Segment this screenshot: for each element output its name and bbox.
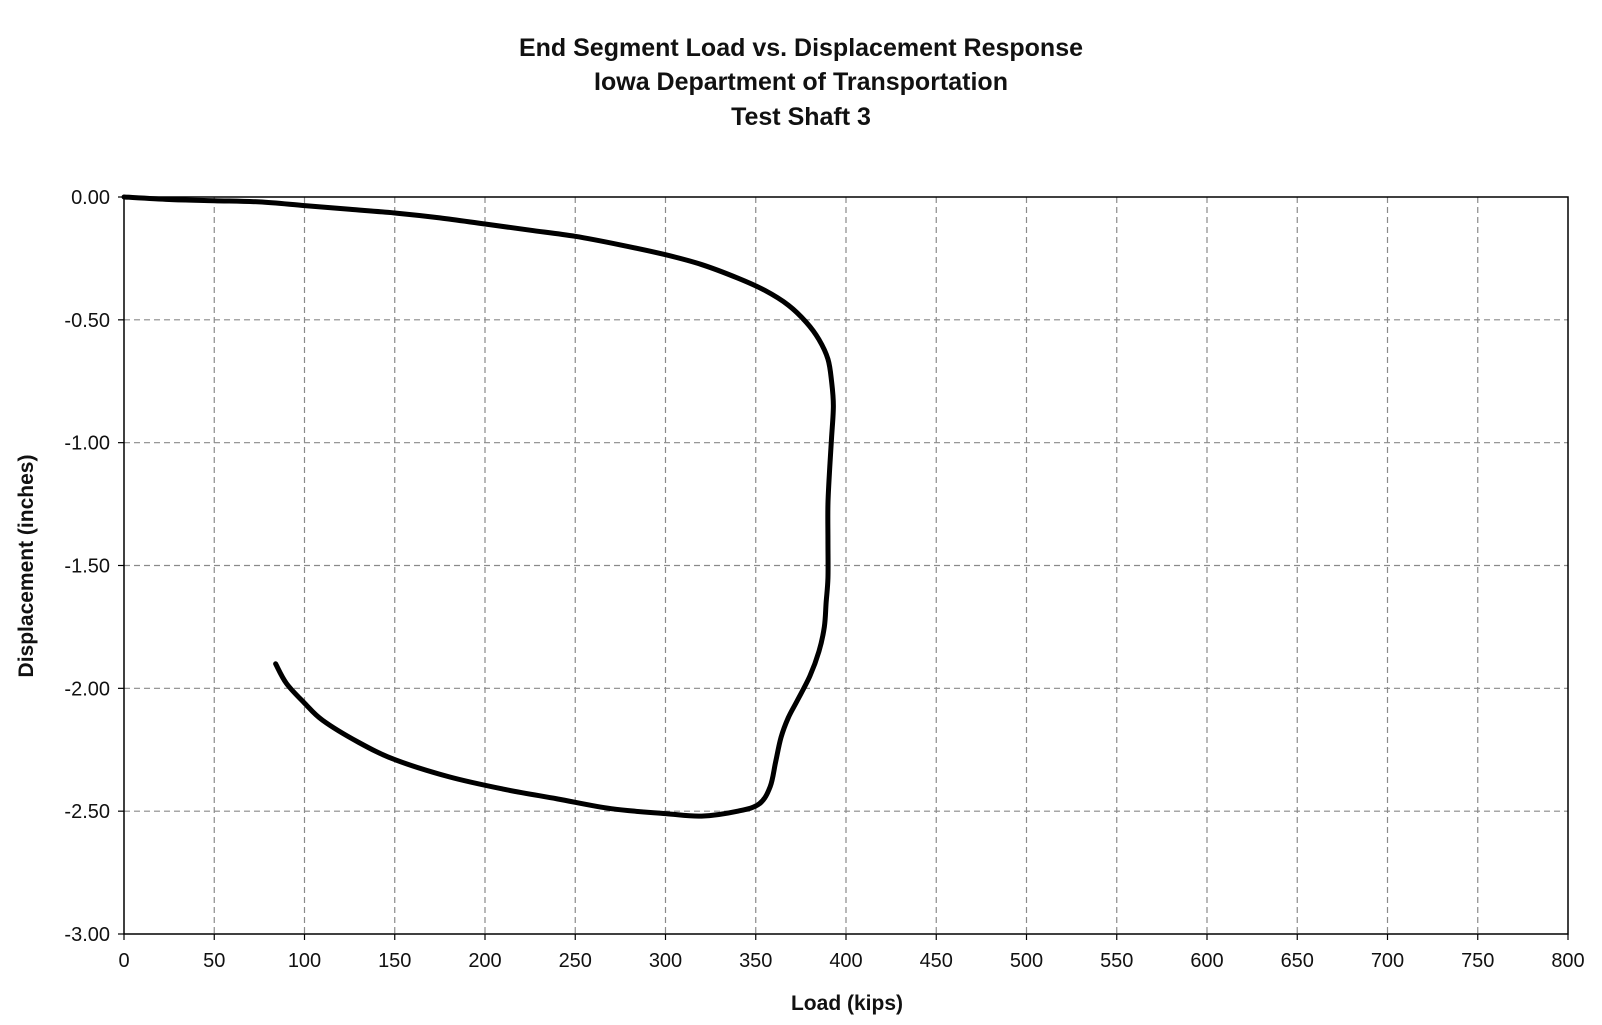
y-tick-label: -2.00 xyxy=(64,678,110,700)
x-tick-label: 550 xyxy=(1100,950,1133,972)
x-tick-label: 50 xyxy=(203,950,225,972)
x-tick-label: 0 xyxy=(118,950,129,972)
x-tick-label: 500 xyxy=(1010,950,1043,972)
x-tick-label: 750 xyxy=(1461,950,1494,972)
x-tick-label: 650 xyxy=(1281,950,1314,972)
y-tick-label: -3.00 xyxy=(64,924,110,946)
x-tick-label: 350 xyxy=(739,950,772,972)
x-tick-label: 400 xyxy=(829,950,862,972)
x-tick-label: 100 xyxy=(288,950,321,972)
x-tick-label: 150 xyxy=(378,950,411,972)
x-tick-label: 250 xyxy=(559,950,592,972)
x-tick-label: 600 xyxy=(1190,950,1223,972)
x-axis-label: Load (kips) xyxy=(791,992,903,1015)
x-tick-label: 800 xyxy=(1551,950,1584,972)
grid xyxy=(124,197,1568,934)
y-tick-label: -1.00 xyxy=(64,433,110,455)
axis-ticks: 0 50 100 150 200 250 300 350 400 450 500 550 600 650 7… xyxy=(64,187,1584,972)
x-tick-label: 300 xyxy=(649,950,682,972)
x-tick-label: 450 xyxy=(920,950,953,972)
series-layer xyxy=(121,194,836,819)
y-tick-label: -0.50 xyxy=(64,310,110,332)
chart-title-line-2: Iowa Department of Transportation xyxy=(594,68,1008,96)
y-tick-label: 0.00 xyxy=(71,187,110,209)
y-axis-label: Displacement (inches) xyxy=(15,455,38,678)
series-line xyxy=(121,194,836,819)
chart-title-line-3: Test Shaft 3 xyxy=(731,103,871,131)
y-tick-label: -1.50 xyxy=(64,556,110,578)
plot-area-frame xyxy=(123,196,1569,935)
y-tick-label: -2.50 xyxy=(64,801,110,823)
x-tick-label: 200 xyxy=(468,950,501,972)
chart-title-line-1: End Segment Load vs. Displacement Respon… xyxy=(519,34,1083,62)
x-tick-label: 700 xyxy=(1371,950,1404,972)
